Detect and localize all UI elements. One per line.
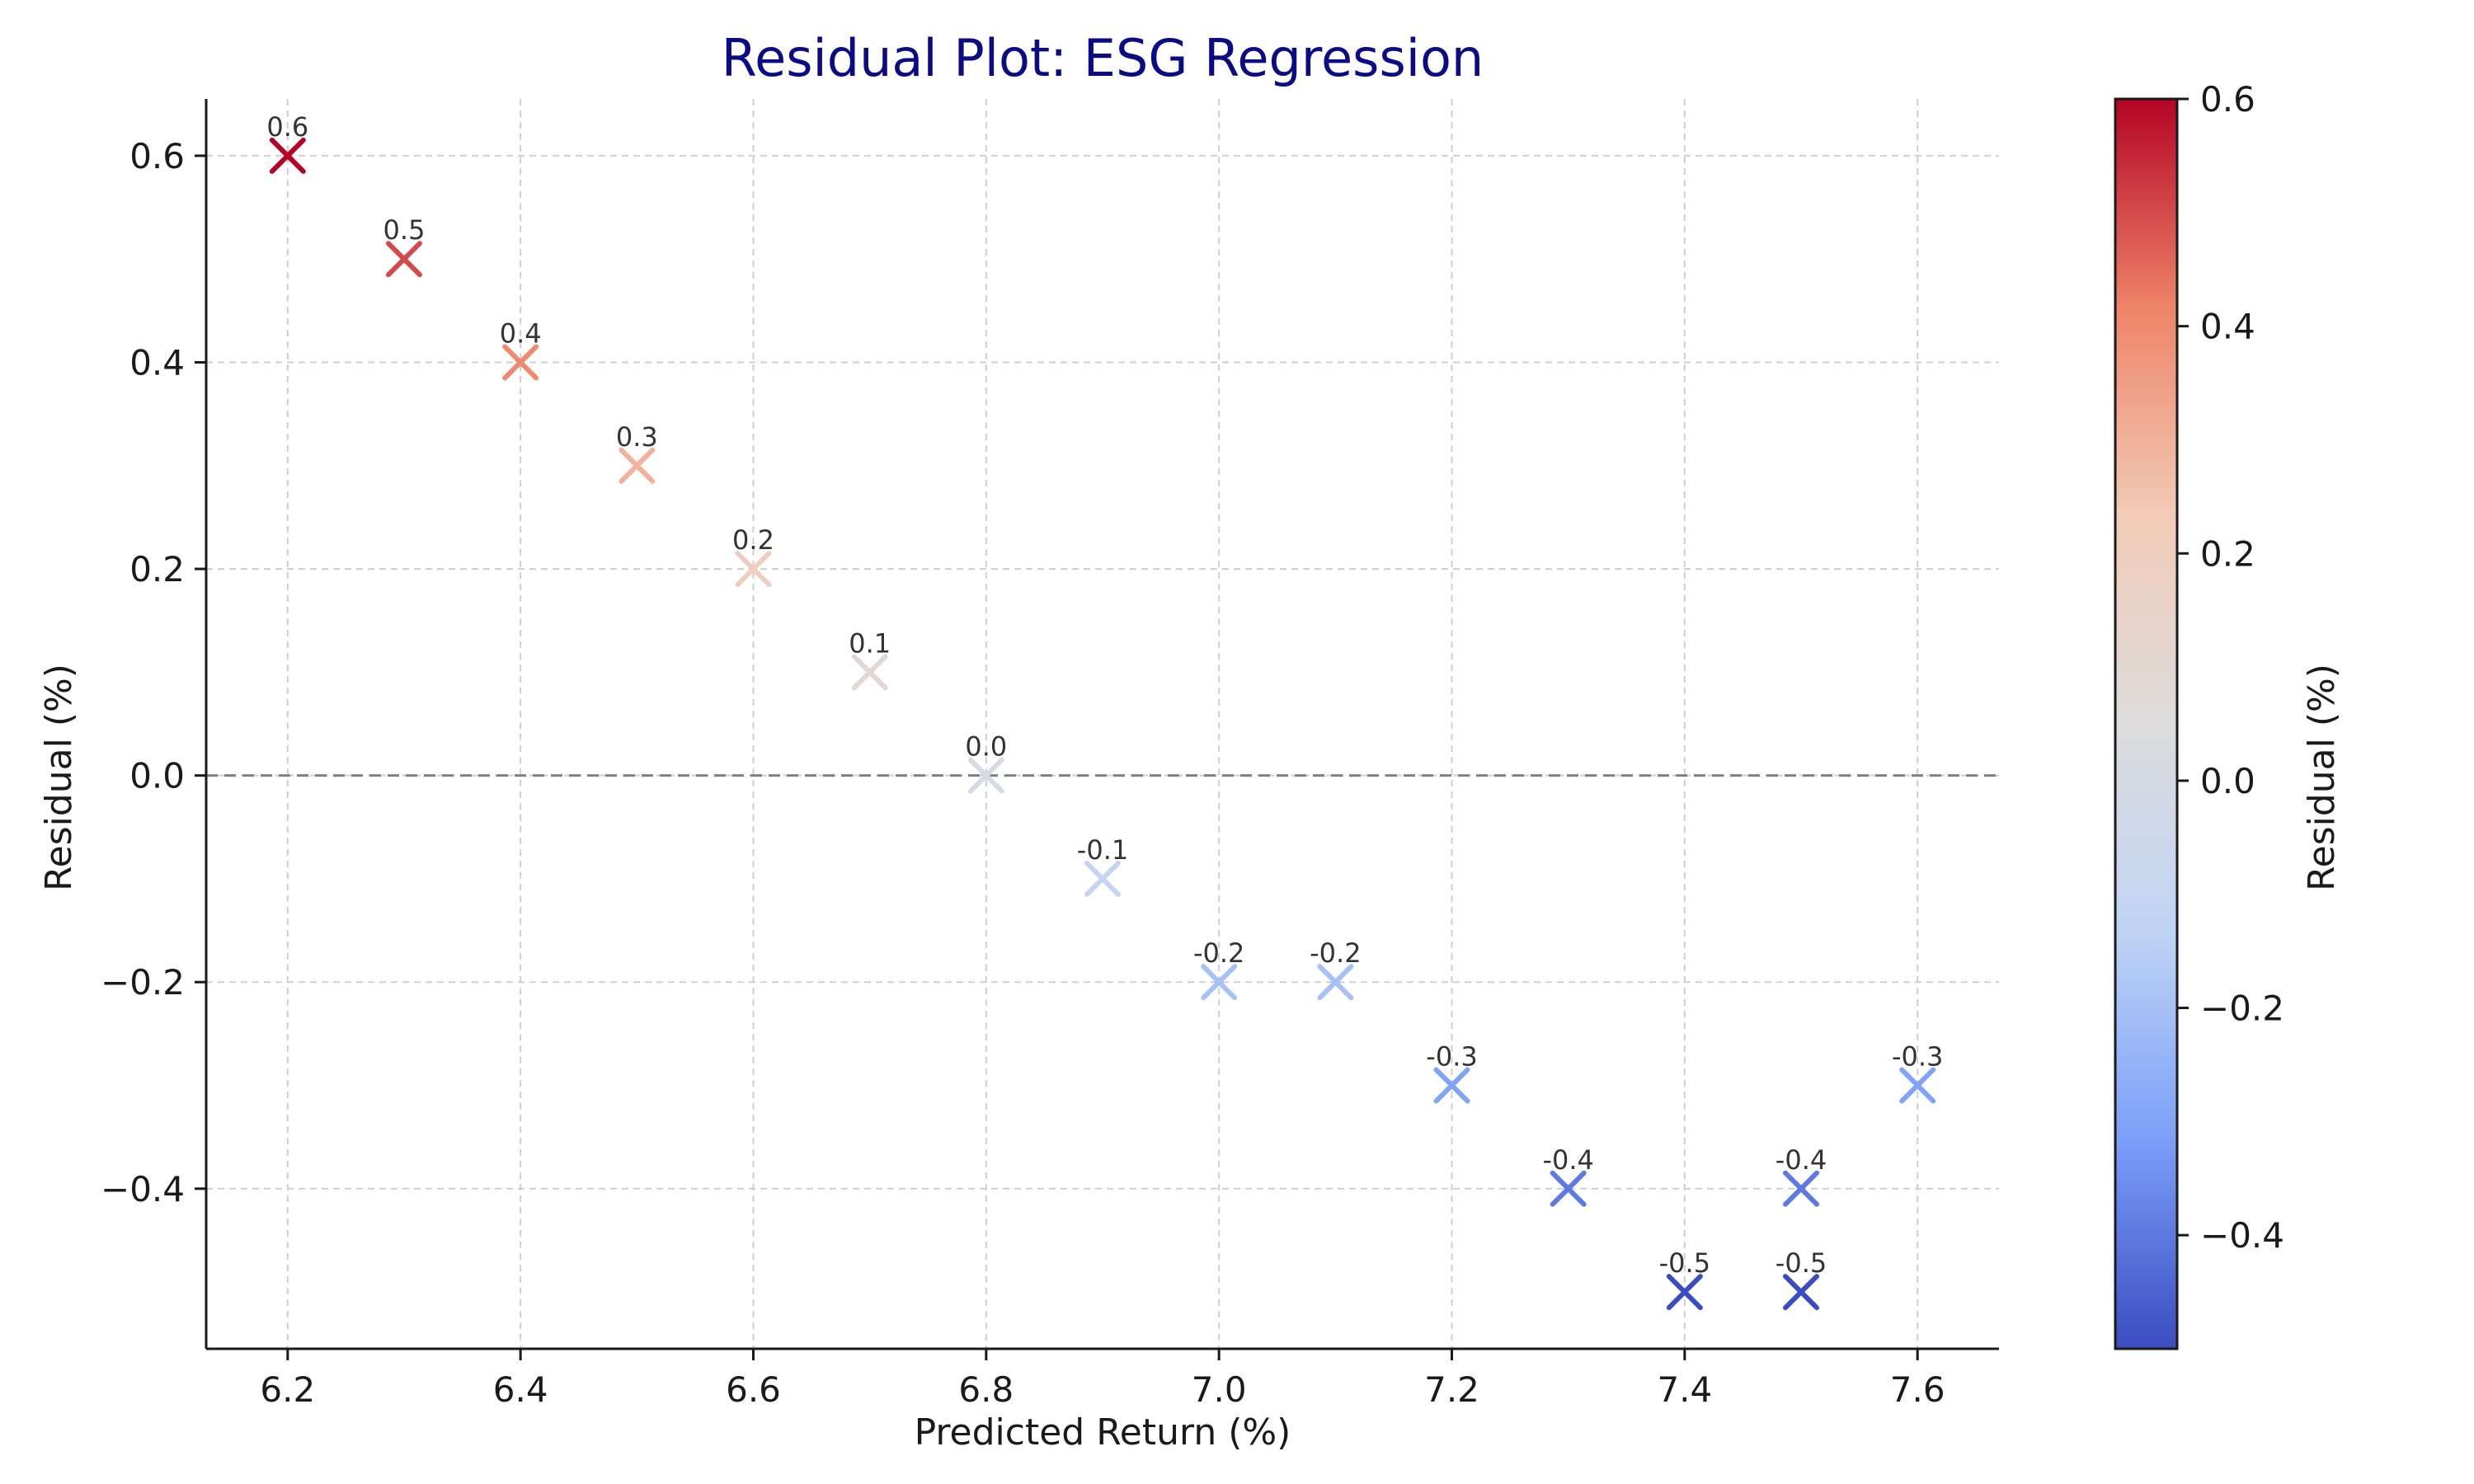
marker-stroke — [1550, 1170, 1587, 1207]
point-label: -0.3 — [1426, 1041, 1477, 1073]
colorbar-tick-label: −0.2 — [2200, 989, 2284, 1029]
x-tick-label: 7.6 — [1890, 1369, 1945, 1410]
marker-stroke — [1433, 1067, 1470, 1104]
x-tick-label: 6.4 — [493, 1369, 548, 1410]
y-axis-ticks: −0.4 −0.2 0.0 0.2 0.4 0.6 — [101, 99, 208, 1349]
x-tick-label: 6.8 — [958, 1369, 1014, 1410]
point-label: 0.1 — [849, 627, 891, 659]
marker-stroke — [1317, 964, 1354, 1001]
point-label: 0.4 — [500, 317, 542, 349]
point-label: -0.3 — [1892, 1041, 1943, 1073]
x-axis-ticks: 6.2 6.4 6.6 6.8 7.0 7.2 7.4 7.6 — [206, 1347, 1999, 1410]
x-tick-label: 6.6 — [726, 1369, 781, 1410]
x-tick-label: 6.2 — [260, 1369, 315, 1410]
plot-frame — [206, 99, 1999, 1349]
colorbar-gradient — [2114, 97, 2179, 1350]
data-point — [1317, 964, 1354, 1001]
point-label: 0.6 — [266, 111, 308, 143]
marker-stroke — [269, 137, 306, 174]
marker-stroke — [1783, 1170, 1820, 1207]
point-labels: 0.6 0.5 0.4 0.3 0.2 0.1 0.0 -0.1 -0.2 -0.2 -0.3 -0.… — [266, 111, 1943, 1279]
y-tick-label: 0.2 — [129, 549, 185, 589]
data-point — [1084, 860, 1121, 897]
x-tick-label: 7.0 — [1192, 1369, 1247, 1410]
marker-stroke — [618, 447, 656, 484]
colorbar-ticks: −0.4 −0.2 0.0 0.2 0.4 0.6 — [2177, 79, 2284, 1256]
point-label: -0.4 — [1542, 1144, 1593, 1176]
data-point — [1899, 1067, 1936, 1104]
chart-title: Residual Plot: ESG Regression — [722, 28, 1484, 88]
colorbar-tick-label: 0.6 — [2200, 79, 2255, 120]
data-point — [618, 447, 656, 484]
colorbar-tick-label: −0.4 — [2200, 1215, 2284, 1256]
data-point — [1201, 964, 1238, 1001]
marker-stroke — [1666, 1274, 1703, 1311]
colorbar-tick-label: 0.0 — [2200, 761, 2255, 801]
marker-stroke — [1899, 1067, 1936, 1104]
point-label: 0.3 — [616, 421, 658, 453]
point-label: -0.5 — [1659, 1247, 1710, 1279]
y-tick-label: −0.4 — [101, 1169, 185, 1209]
data-point — [1550, 1170, 1587, 1207]
data-point — [1783, 1274, 1820, 1311]
y-tick-label: 0.0 — [129, 756, 185, 796]
point-label: -0.1 — [1077, 834, 1128, 866]
x-tick-label: 7.4 — [1657, 1369, 1712, 1410]
data-point — [269, 137, 306, 174]
y-axis-label: Residual (%) — [38, 664, 80, 891]
grid — [206, 99, 1999, 1349]
x-axis-label: Predicted Return (%) — [915, 1411, 1291, 1453]
colorbar: −0.4 −0.2 0.0 0.2 0.4 0.6 Residual (%) — [2114, 79, 2343, 1350]
colorbar-label: Residual (%) — [2301, 664, 2343, 891]
colorbar-tick-label: 0.4 — [2200, 307, 2255, 347]
data-point — [735, 551, 772, 588]
data-point — [967, 757, 1004, 794]
data-point — [1433, 1067, 1470, 1104]
data-point — [851, 654, 888, 691]
data-point — [502, 344, 539, 381]
marker-stroke — [1201, 964, 1238, 1001]
point-label: -0.2 — [1310, 937, 1361, 969]
x-tick-label: 7.2 — [1424, 1369, 1479, 1410]
marker-stroke — [1084, 860, 1121, 897]
y-tick-label: 0.4 — [129, 342, 185, 383]
point-label: 0.2 — [732, 524, 774, 556]
point-label: -0.2 — [1193, 937, 1244, 969]
data-point — [1783, 1170, 1820, 1207]
y-tick-label: −0.2 — [101, 962, 185, 1003]
marker-stroke — [851, 654, 888, 691]
y-tick-label: 0.6 — [129, 136, 185, 176]
point-label: 0.0 — [965, 731, 1007, 763]
marker-stroke — [735, 551, 772, 588]
point-label: -0.5 — [1776, 1247, 1827, 1279]
marker-stroke — [967, 757, 1004, 794]
colorbar-tick-label: 0.2 — [2200, 533, 2255, 574]
marker-stroke — [502, 344, 539, 381]
marker-stroke — [385, 241, 422, 278]
data-point — [1666, 1274, 1703, 1311]
data-point — [385, 241, 422, 278]
point-label: -0.4 — [1776, 1144, 1827, 1176]
marker-stroke — [1783, 1274, 1820, 1311]
data-points — [269, 137, 1936, 1311]
point-label: 0.5 — [383, 214, 426, 246]
